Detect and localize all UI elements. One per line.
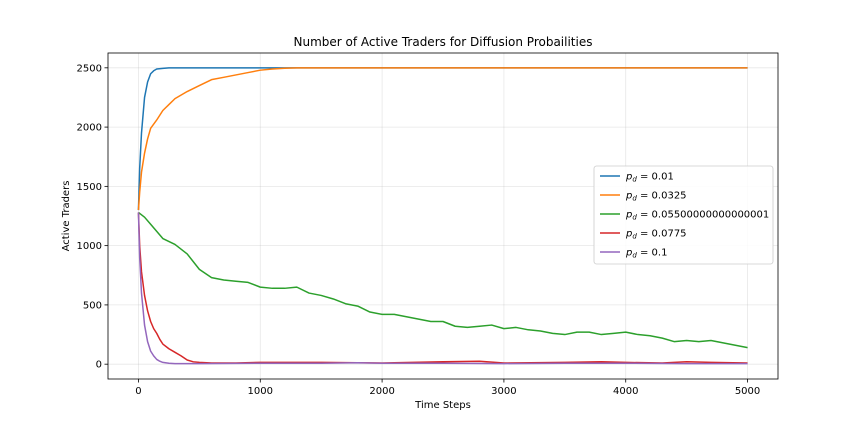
y-tick-label: 1500: [77, 182, 102, 193]
legend-label-5: pd = 0.1: [625, 248, 667, 260]
series-line-2: [137, 67, 748, 211]
x-axis-title: Time Steps: [414, 400, 471, 411]
x-tick-label: 0: [135, 386, 141, 397]
x-axis-ticks: 0 1000 2000 3000 4000 5000: [135, 379, 760, 397]
series-line-3: [137, 211, 748, 349]
legend-label-3: pd = 0.05500000000000001: [625, 210, 769, 222]
x-tick-label: 3000: [491, 386, 516, 397]
x-tick-label: 1000: [248, 386, 273, 397]
series-line-5: [137, 212, 748, 365]
y-tick-label: 500: [83, 300, 102, 311]
y-axis-title: Active Traders: [61, 181, 72, 252]
y-tick-label: 2000: [77, 123, 102, 134]
legend-box: [593, 165, 774, 265]
chart-title: Number of Active Traders for Diffusion P…: [294, 35, 593, 49]
y-tick-label: 2500: [77, 63, 102, 74]
legend: pd = 0.01 pd = 0.0325 pd = 0.0550000000000…: [593, 165, 774, 265]
x-tick-label: 2000: [369, 386, 394, 397]
y-tick-label: 0: [96, 360, 102, 371]
series-layer: [137, 67, 748, 365]
legend-label-2: pd = 0.0325: [625, 191, 687, 203]
x-tick-label: 4000: [613, 386, 638, 397]
x-tick-label: 5000: [735, 386, 760, 397]
legend-label-1: pd = 0.01: [625, 172, 674, 184]
series-line-4: [137, 212, 748, 364]
legend-label-4: pd = 0.0775: [625, 229, 687, 241]
y-axis-ticks: 0 500 1000 1500 2000 2500: [77, 63, 108, 371]
y-tick-label: 1000: [77, 241, 102, 252]
axes-frame: [107, 52, 779, 380]
